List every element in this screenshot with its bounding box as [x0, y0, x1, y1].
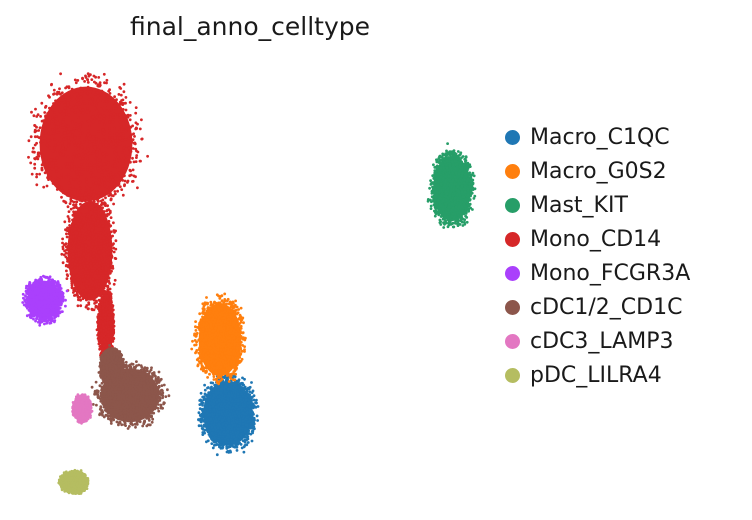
legend-item: Mono_FCGR3A — [505, 256, 690, 290]
legend-item: pDC_LILRA4 — [505, 358, 690, 392]
cluster-cdc1-2-cd1c-1 — [97, 344, 126, 387]
legend-marker-icon — [505, 163, 520, 179]
legend-item: Mast_KIT — [505, 188, 690, 222]
series-pdc-lilra4 — [57, 468, 90, 495]
legend-item: cDC1/2_CD1C — [505, 290, 690, 324]
legend-marker-icon — [505, 333, 520, 349]
series-cdc1-2-cd1c — [90, 344, 171, 430]
legend-label: Mono_CD14 — [530, 226, 662, 252]
cluster-mono-cd14-0 — [27, 72, 149, 218]
legend-item: Macro_C1QC — [505, 120, 690, 154]
legend-marker-icon — [505, 129, 520, 145]
cluster-mono-cd14-2 — [95, 287, 116, 368]
legend-marker-icon — [505, 197, 520, 213]
cluster-mast-kit-0 — [426, 142, 477, 229]
cluster-macro-c1qc-0 — [197, 370, 260, 457]
legend: Macro_C1QC Macro_G0S2 Mast_KIT Mono_CD14 Mon… — [505, 120, 690, 392]
cluster-mono-fcgr3a-0 — [21, 274, 69, 327]
legend-label: Mast_KIT — [530, 192, 628, 218]
legend-label: cDC1/2_CD1C — [530, 294, 683, 320]
series-mono-fcgr3a — [21, 274, 69, 327]
legend-item: Mono_CD14 — [505, 222, 690, 256]
cluster-macro-g0s2-0 — [190, 292, 247, 386]
legend-item: cDC3_LAMP3 — [505, 324, 690, 358]
legend-marker-icon — [505, 299, 520, 315]
cluster-mono-cd14-1 — [60, 187, 118, 312]
legend-label: pDC_LILRA4 — [530, 362, 662, 388]
legend-label: Macro_C1QC — [530, 124, 670, 150]
series-macro-c1qc — [197, 370, 260, 457]
umap-scatter-plot — [21, 72, 477, 495]
legend-label: cDC3_LAMP3 — [530, 328, 674, 354]
series-mono-cd14 — [27, 72, 149, 368]
legend-label: Macro_G0S2 — [530, 158, 667, 184]
legend-item: Macro_G0S2 — [505, 154, 690, 188]
cluster-cdc3-lamp3-0 — [71, 393, 94, 425]
series-macro-g0s2 — [190, 292, 247, 386]
series-cdc3-lamp3 — [71, 393, 94, 425]
legend-marker-icon — [505, 231, 520, 247]
legend-marker-icon — [505, 265, 520, 281]
legend-label: Mono_FCGR3A — [530, 260, 691, 286]
cluster-pdc-lilra4-0 — [57, 468, 90, 495]
plot-title: final_anno_celltype — [129, 12, 371, 41]
series-mast-kit — [426, 142, 477, 229]
legend-marker-icon — [505, 367, 520, 383]
